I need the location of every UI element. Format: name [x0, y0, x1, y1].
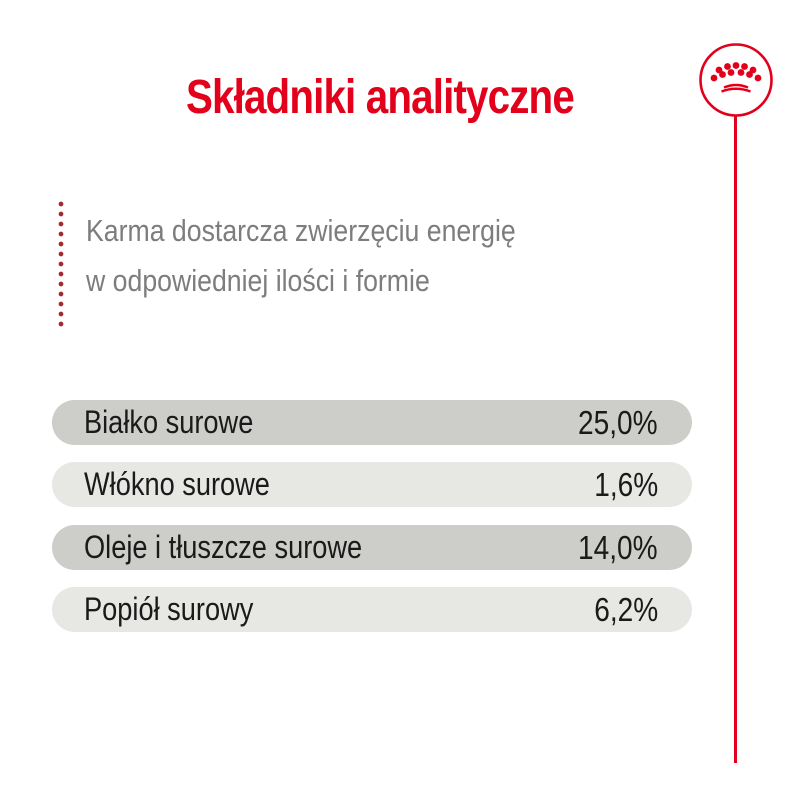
nutrient-value: 25,0%	[578, 403, 658, 441]
nutrient-label: Popiół surowy	[84, 591, 254, 627]
nutrient-value: 6,2%	[594, 590, 658, 628]
nutrient-row: Popiół surowy 6,2%	[52, 587, 692, 632]
intro-line-2: w odpowiedniej ilości i formie	[86, 263, 430, 298]
intro-line-1: Karma dostarcza zwierzęciu energię	[86, 213, 516, 248]
dotted-accent-line	[58, 199, 64, 329]
nutrient-label: Białko surowe	[84, 404, 254, 440]
nutrient-label: Włókno surowe	[84, 466, 270, 502]
nutrient-label: Oleje i tłuszcze surowe	[84, 529, 363, 565]
nutrient-value: 1,6%	[594, 465, 658, 503]
nutrient-value: 14,0%	[578, 528, 658, 566]
page-title: Składniki analityczne	[0, 70, 760, 125]
nutrient-row: Włókno surowe 1,6%	[52, 462, 692, 507]
nutrient-row: Białko surowe 25,0%	[52, 400, 692, 445]
royal-canin-crown-icon	[698, 42, 774, 118]
nutrient-row: Oleje i tłuszcze surowe 14,0%	[52, 525, 692, 570]
nutrient-table: Białko surowe 25,0% Włókno surowe 1,6% O…	[52, 400, 692, 649]
page-title-text: Składniki analityczne	[186, 71, 575, 124]
vertical-rule	[734, 116, 737, 763]
intro-text: Karma dostarcza zwierzęciu energię w odp…	[86, 206, 586, 306]
